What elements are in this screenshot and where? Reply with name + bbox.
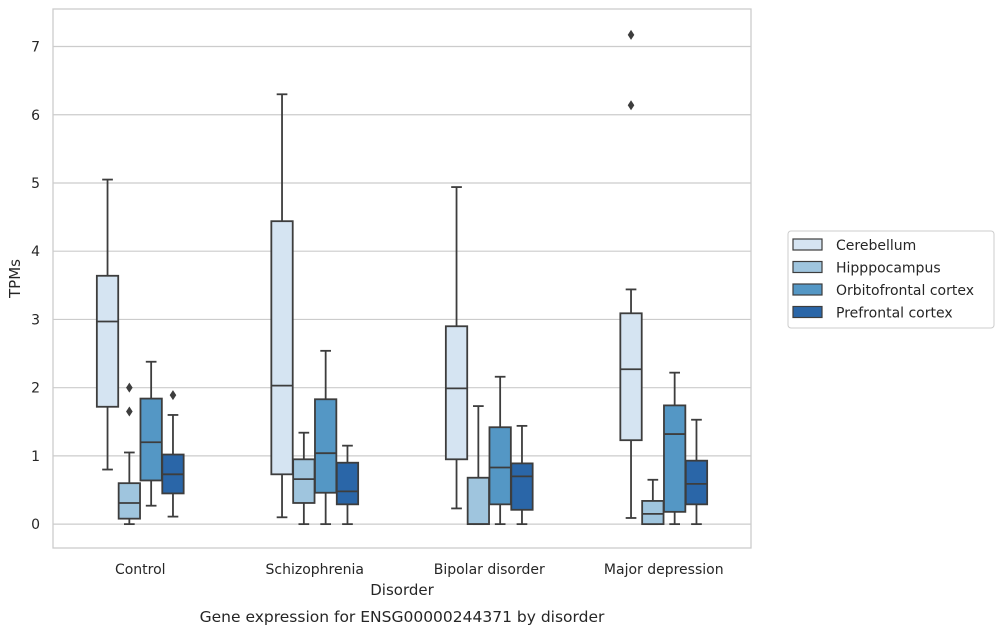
y-tick-label: 4 (31, 244, 40, 260)
outlier-point (627, 100, 635, 111)
y-axis-label: TPMs (6, 259, 24, 299)
box-iqr (95, 274, 120, 408)
y-tick-label: 5 (31, 176, 40, 192)
x-axis-label: Disorder (370, 581, 434, 599)
legend-swatch (792, 283, 823, 296)
chart-caption: Gene expression for ENSG00000244371 by d… (200, 608, 605, 626)
legend-label: Hipppocampus (836, 261, 941, 277)
box-group (292, 431, 316, 526)
box-iqr (619, 312, 643, 442)
x-tick-label: Major depression (604, 562, 724, 578)
box-iqr (684, 459, 709, 506)
box-group (466, 405, 490, 526)
box-iqr (270, 220, 294, 476)
plot-area-frame (52, 8, 752, 549)
box-group (684, 418, 709, 526)
box-iqr (641, 500, 665, 526)
box-group (314, 349, 338, 526)
x-axis-ticks: Control Schizophrenia Bipolar disorder Majo… (115, 562, 724, 578)
x-tick-label: Control (115, 562, 166, 578)
box-group (444, 186, 469, 510)
box-group (270, 93, 294, 519)
box-group (641, 478, 665, 526)
box-iqr (510, 462, 534, 511)
y-tick-label: 6 (31, 108, 40, 124)
legend-swatch (792, 260, 823, 274)
box-iqr (466, 476, 490, 526)
box-iqr (444, 325, 469, 461)
y-tick-label: 3 (31, 312, 40, 328)
outlier-point (627, 29, 635, 40)
y-tick-label: 7 (31, 40, 40, 56)
outlier-point (169, 390, 177, 401)
legend-label: Cerebellum (836, 238, 916, 254)
box-group (161, 390, 185, 518)
outlier-point (126, 406, 133, 417)
y-tick-label: 0 (31, 517, 40, 533)
box-group (95, 178, 120, 471)
box-iqr (292, 458, 316, 504)
box-group (117, 382, 141, 526)
box-iqr (139, 397, 163, 482)
box-group (663, 371, 687, 526)
box-iqr (663, 404, 687, 513)
box-series-layer (95, 29, 709, 526)
legend-swatch (792, 238, 823, 251)
box-iqr (335, 461, 360, 506)
box-iqr (314, 398, 338, 494)
y-tick-label: 1 (31, 449, 40, 465)
legend: Cerebellum Hipppocampus Orbitofrontal cort… (787, 230, 995, 329)
box-group (488, 375, 512, 526)
y-axis-ticks: 0 1 2 3 4 5 6 7 (31, 40, 40, 534)
x-tick-label: Schizophrenia (266, 562, 364, 578)
box-iqr (488, 426, 512, 506)
legend-label: Prefrontal cortex (836, 306, 953, 322)
box-group (619, 29, 643, 519)
legend-label: Orbitofrontal cortex (836, 283, 974, 299)
box-group (335, 444, 360, 526)
outlier-point (126, 382, 133, 393)
y-tick-label: 2 (31, 381, 40, 397)
box-group (510, 424, 534, 526)
legend-swatch (792, 305, 823, 319)
box-iqr (117, 482, 141, 520)
x-tick-label: Bipolar disorder (434, 562, 545, 578)
legend-frame (787, 230, 995, 329)
box-group (139, 360, 163, 507)
